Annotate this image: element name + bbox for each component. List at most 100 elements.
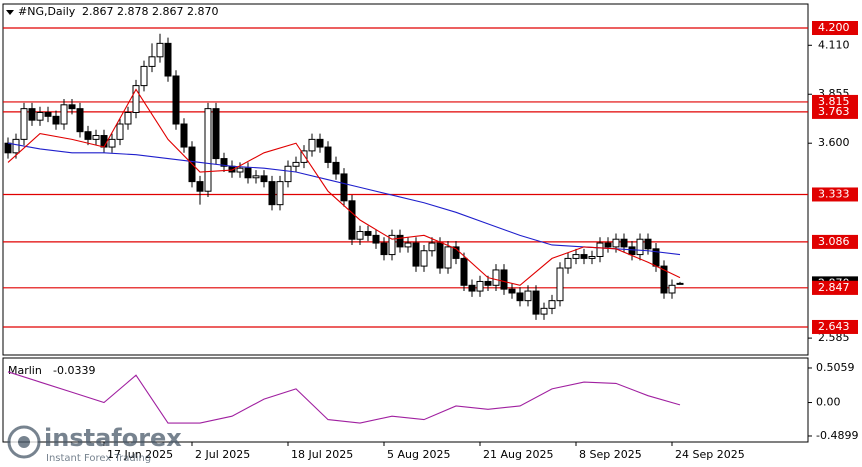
candle-body	[492, 269, 500, 286]
candle-body	[516, 292, 524, 302]
x-tick-label: 8 Sep 2025	[579, 448, 642, 461]
candle-body	[172, 75, 180, 125]
candle-body	[676, 282, 684, 285]
moving-average	[7, 88, 681, 286]
candle-body	[380, 242, 388, 256]
candle-body	[628, 246, 636, 256]
indicator-value: -0.0339	[53, 364, 95, 377]
candle-body	[36, 111, 44, 121]
level-label-box	[812, 104, 858, 119]
candle-body	[300, 150, 308, 163]
candle-body	[604, 242, 612, 248]
logo-tagline: Instant Forex Trading	[46, 453, 151, 464]
candle-body	[340, 173, 348, 202]
candle-body	[596, 242, 604, 257]
watermark: instaforex Instant Forex Trading	[7, 424, 182, 464]
x-tick-label: 5 Aug 2025	[387, 448, 450, 461]
level-label: 3.333	[818, 187, 850, 200]
indicator-panel	[2, 357, 809, 443]
moving-average	[7, 142, 681, 256]
candle-body	[660, 265, 668, 294]
candle-body	[4, 142, 12, 154]
candle-body	[372, 234, 380, 244]
candle-body	[28, 108, 36, 121]
candle-body	[308, 138, 316, 152]
candle-body	[244, 167, 252, 179]
candle-body	[444, 246, 452, 269]
candle-body	[212, 108, 220, 160]
y-tick-label: -0.4899	[816, 429, 858, 442]
x-tick-label: 17 Jun 2025	[107, 448, 173, 461]
candle-body	[12, 138, 20, 154]
candle-body	[284, 165, 292, 183]
main-panel	[2, 3, 809, 356]
logo-icon-core	[18, 436, 30, 448]
candle-body	[68, 104, 76, 110]
candle-body	[292, 161, 300, 167]
candle-body	[588, 255, 596, 259]
logo-text: instaforex	[44, 424, 182, 452]
candle-body	[252, 175, 260, 179]
candle-body	[452, 246, 460, 259]
candle-body	[468, 284, 476, 292]
candle-body	[76, 108, 84, 133]
candle-body	[180, 123, 188, 148]
candle-body	[332, 161, 340, 175]
candle-body	[92, 135, 100, 140]
candle-body	[52, 115, 60, 125]
candle-body	[388, 234, 396, 256]
level-label-box	[812, 319, 858, 334]
candle-body	[540, 307, 548, 315]
x-tick-label: 2 Jul 2025	[195, 448, 250, 461]
candle-body	[524, 290, 532, 302]
y-tick-label: 3.600	[818, 136, 850, 149]
candle-body	[564, 257, 572, 269]
level-label: 2.847	[818, 281, 850, 294]
candle-body	[500, 269, 508, 290]
candle-body	[60, 104, 68, 125]
candle-body	[108, 138, 116, 148]
candle-body	[140, 65, 148, 87]
candle-body	[204, 108, 212, 192]
candle-body	[668, 284, 676, 294]
candle-body	[620, 238, 628, 248]
candle-body	[260, 175, 268, 183]
candle-body	[276, 181, 284, 206]
x-tick-label: 24 Sep 2025	[675, 448, 745, 461]
level-label: 3.086	[818, 235, 850, 248]
candle-body	[268, 181, 276, 206]
candle-body	[484, 280, 492, 286]
candle-body	[404, 242, 412, 248]
candle-body	[532, 290, 540, 315]
candle-body	[348, 200, 356, 240]
candle-body	[324, 146, 332, 163]
level-label-box	[812, 234, 858, 249]
candle-body	[420, 250, 428, 267]
candle-body	[164, 42, 172, 77]
candle-body	[364, 231, 372, 236]
candle-body	[116, 123, 124, 140]
x-tick-label: 18 Jul 2025	[291, 448, 353, 461]
indicator-name: Marlin	[8, 364, 42, 377]
level-label: 3.815	[818, 95, 850, 108]
candle-body	[100, 135, 108, 148]
candle-body	[412, 242, 420, 267]
candle-body	[548, 300, 556, 309]
candle-body	[636, 238, 644, 256]
level-label: 2.643	[818, 320, 850, 333]
y-tick-label: 0.00	[816, 396, 841, 409]
level-label-box	[812, 187, 858, 202]
y-tick-label: 4.110	[818, 38, 850, 51]
candle-body	[356, 231, 364, 240]
candle-body	[124, 111, 132, 125]
candle-body	[156, 42, 164, 58]
candle-body	[148, 56, 156, 67]
candle-body	[644, 238, 652, 250]
symbol: #NG,Daily	[18, 5, 76, 18]
level-label-box	[812, 21, 858, 36]
indicator-line	[7, 371, 681, 424]
x-tick-label: 21 Aug 2025	[483, 448, 553, 461]
candle-body	[556, 267, 564, 302]
level-label: 4.200	[818, 21, 850, 34]
